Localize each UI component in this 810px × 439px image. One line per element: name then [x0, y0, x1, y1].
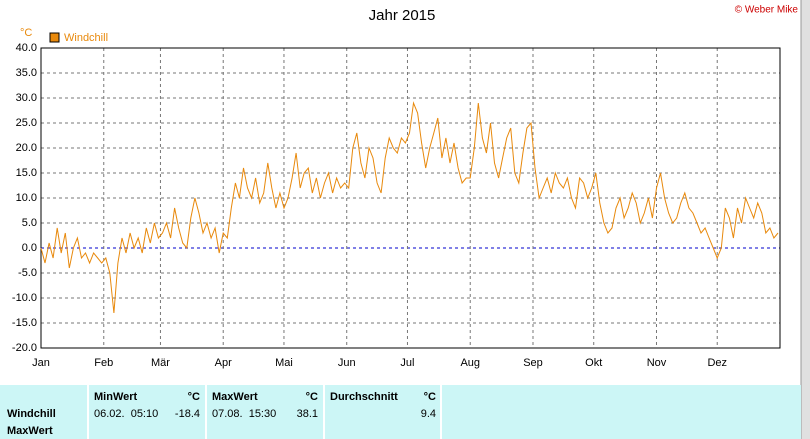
x-tick-label: Jul [400, 357, 414, 369]
series-line [40, 101, 779, 314]
cell-date: 06.02. 05:10 [94, 408, 158, 420]
col-unit: °C [424, 391, 436, 403]
legend-swatch [49, 32, 60, 43]
copyright: © Weber Mike [735, 5, 799, 16]
x-tick-label: Okt [585, 357, 602, 369]
x-tick-label: Mai [275, 357, 293, 369]
x-tick-label: Feb [94, 357, 113, 369]
x-tick-label: Sep [523, 357, 543, 369]
x-tick-label: Jan [32, 357, 50, 369]
y-tick-label: 40.0 [16, 42, 37, 54]
y-tick-label: 15.0 [16, 167, 37, 179]
y-tick-label: 20.0 [16, 142, 37, 154]
x-tick-label: Apr [215, 357, 232, 369]
row-label: MaxWert [7, 425, 53, 437]
plot: -20.0 -15.0 -10.0 -5.0 0.0 5.0 10.0 15.0 20.0 25.… [12, 42, 781, 369]
cell-value: 38.1 [297, 408, 318, 420]
x-tick-label: Dez [707, 357, 727, 369]
y-tick-label: 25.0 [16, 117, 37, 129]
y-tick-label: 5.0 [22, 217, 37, 229]
col-unit: °C [306, 391, 318, 403]
cell-value: 9.4 [421, 408, 436, 420]
cell-date: 07.08. 15:30 [212, 408, 276, 420]
plot-frame [40, 47, 781, 349]
y-tick-label: 35.0 [16, 67, 37, 79]
x-tick-label: Jun [338, 357, 356, 369]
y-tick-label: -10.0 [12, 292, 37, 304]
row-label: Windchill [7, 408, 56, 420]
y-tick-label: 0.0 [22, 242, 37, 254]
table: MinWert °C 06.02. 05:10 -18.4 MaxWert °C 07.08… [94, 391, 436, 420]
x-tick-label: Aug [460, 357, 480, 369]
y-unit: °C [20, 27, 32, 39]
y-tick-label: 30.0 [16, 92, 37, 104]
col-header: Durchschnitt [330, 391, 398, 403]
window-edge [801, 0, 810, 439]
col-header: MinWert [94, 391, 138, 403]
legend-label: Windchill [64, 32, 108, 44]
col-unit: °C [188, 391, 200, 403]
x-tick-label: Mär [151, 357, 170, 369]
table-background [0, 385, 801, 439]
y-tick-label: 10.0 [16, 192, 37, 204]
y-tick-label: -5.0 [18, 267, 37, 279]
x-tick-label: Nov [647, 357, 667, 369]
col-header: MaxWert [212, 391, 258, 403]
chart-title: Jahr 2015 [369, 7, 436, 24]
y-tick-label: -15.0 [12, 317, 37, 329]
cell-value: -18.4 [175, 408, 200, 420]
y-tick-label: -20.0 [12, 342, 37, 354]
